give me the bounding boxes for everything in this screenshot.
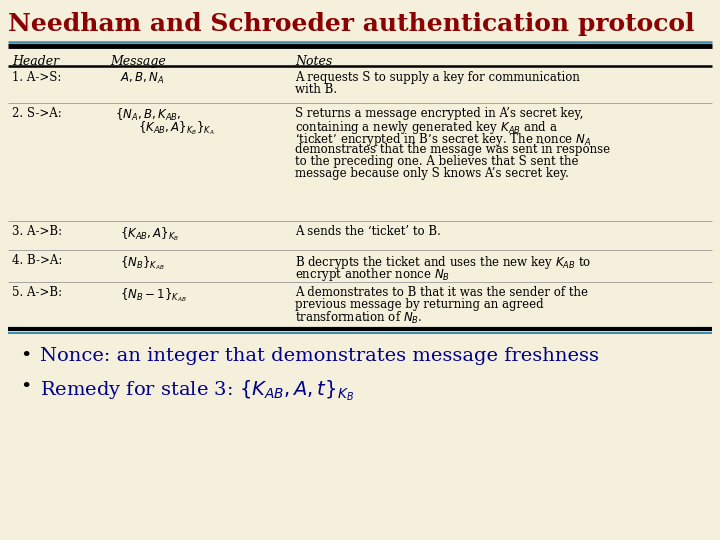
Text: containing a newly generated key $K_{AB}$ and a: containing a newly generated key $K_{AB}…: [295, 119, 558, 136]
Text: transformation of $N_B$.: transformation of $N_B$.: [295, 310, 423, 326]
Text: $A, B, N_A$: $A, B, N_A$: [120, 71, 165, 86]
Text: A demonstrates to B that it was the sender of the: A demonstrates to B that it was the send…: [295, 286, 588, 299]
Text: 4. B->A:: 4. B->A:: [12, 254, 63, 267]
Text: $\{N_B - 1\}_{K_{AB}}$: $\{N_B - 1\}_{K_{AB}}$: [120, 286, 186, 303]
Text: Message: Message: [110, 55, 166, 68]
Text: to the preceding one. A believes that S sent the: to the preceding one. A believes that S …: [295, 155, 578, 168]
Text: previous message by returning an agreed: previous message by returning an agreed: [295, 298, 544, 311]
Text: Nonce: an integer that demonstrates message freshness: Nonce: an integer that demonstrates mess…: [40, 347, 599, 365]
Text: $\{N_A, B, K_{AB},$: $\{N_A, B, K_{AB},$: [115, 107, 181, 123]
Text: •: •: [20, 378, 32, 396]
Text: S returns a message encrypted in A’s secret key,: S returns a message encrypted in A’s sec…: [295, 107, 583, 120]
Text: A requests S to supply a key for communication: A requests S to supply a key for communi…: [295, 71, 580, 84]
Text: •: •: [20, 347, 32, 365]
Text: A sends the ‘ticket’ to B.: A sends the ‘ticket’ to B.: [295, 225, 441, 238]
Text: encrypt another nonce $N_B$: encrypt another nonce $N_B$: [295, 266, 450, 283]
Text: with B.: with B.: [295, 83, 337, 96]
Text: ‘ticket’ encrypted in B’s secret key. The nonce $N_A$: ‘ticket’ encrypted in B’s secret key. Th…: [295, 131, 591, 148]
Text: Remedy for stale 3: $\{K_{AB}, A, t\}_{K_B}$: Remedy for stale 3: $\{K_{AB}, A, t\}_{K…: [40, 378, 354, 403]
Text: demonstrates that the message was sent in response: demonstrates that the message was sent i…: [295, 143, 610, 156]
Text: 3. A->B:: 3. A->B:: [12, 225, 62, 238]
Text: 2. S->A:: 2. S->A:: [12, 107, 62, 120]
Text: Needham and Schroeder authentication protocol: Needham and Schroeder authentication pro…: [8, 12, 695, 36]
Text: Notes: Notes: [295, 55, 332, 68]
Text: 1. A->S:: 1. A->S:: [12, 71, 61, 84]
Text: 5. A->B:: 5. A->B:: [12, 286, 62, 299]
Text: $\{N_B\}_{K_{AB}}$: $\{N_B\}_{K_{AB}}$: [120, 254, 165, 272]
Text: Header: Header: [12, 55, 59, 68]
Text: $\{K_{AB}, A\}_{K_B}$: $\{K_{AB}, A\}_{K_B}$: [120, 225, 179, 242]
Text: message because only S knows A’s secret key.: message because only S knows A’s secret …: [295, 167, 569, 180]
Text: B decrypts the ticket and uses the new key $K_{AB}$ to: B decrypts the ticket and uses the new k…: [295, 254, 591, 271]
Text: $\{K_{AB}, A\}_{K_B}\}_{K_A}$: $\{K_{AB}, A\}_{K_B}\}_{K_A}$: [138, 119, 215, 137]
